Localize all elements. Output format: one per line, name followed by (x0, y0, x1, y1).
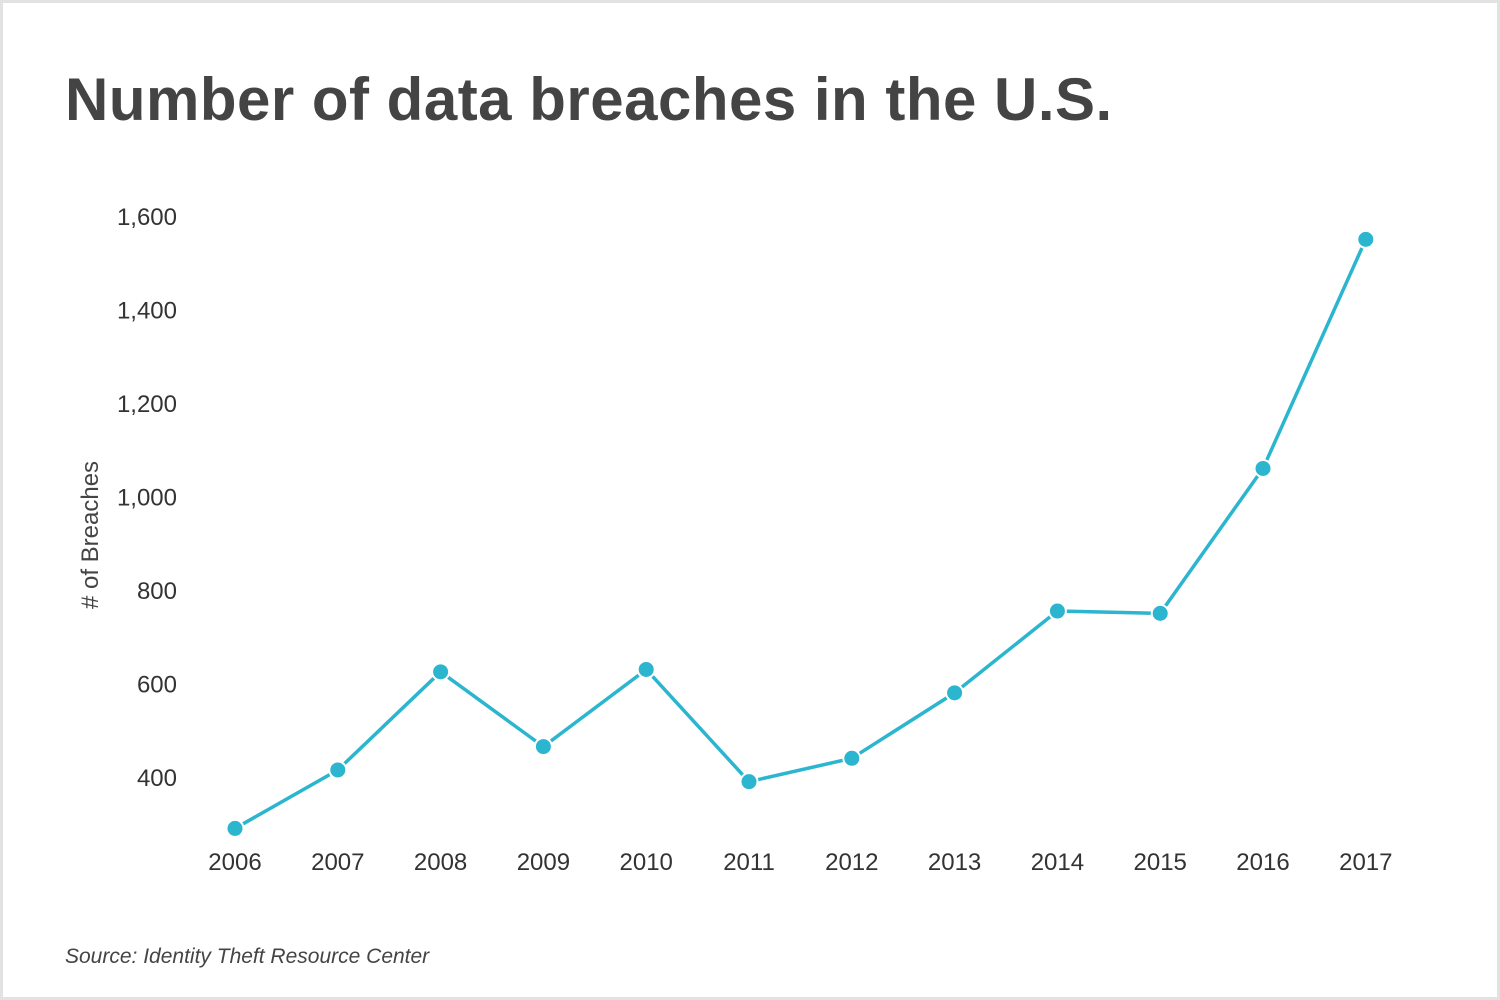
data-point (1150, 603, 1170, 623)
data-point (431, 662, 451, 682)
x-tick-label: 2006 (208, 849, 261, 876)
data-point (1356, 229, 1376, 249)
chart-title: Number of data breaches in the U.S. (65, 66, 1113, 133)
x-tick-label: 2009 (517, 849, 570, 876)
x-tick-label: 2014 (1031, 849, 1084, 876)
y-tick-label: 1,600 (117, 204, 177, 231)
x-axis-ticks: 2006 2007 2008 2009 2010 2011 2012 2013 2014 2015… (208, 849, 1392, 876)
data-point (945, 683, 965, 703)
x-tick-label: 2011 (723, 849, 775, 876)
y-tick-label: 400 (137, 765, 177, 792)
y-axis-ticks: 400 600 800 1,000 1,200 1,400 1,600 (117, 204, 177, 792)
data-point (842, 748, 862, 768)
data-point (1047, 601, 1067, 621)
x-tick-label: 2016 (1236, 849, 1289, 876)
y-tick-label: 800 (137, 578, 177, 605)
x-tick-label: 2007 (311, 849, 364, 876)
data-point (328, 760, 348, 780)
data-point (1253, 458, 1273, 478)
y-tick-label: 1,400 (117, 298, 177, 325)
y-tick-label: 1,200 (117, 391, 177, 418)
series-line (234, 238, 1368, 830)
data-point (636, 659, 656, 679)
y-tick-label: 1,000 (117, 485, 177, 512)
x-tick-label: 2013 (928, 849, 981, 876)
x-tick-label: 2008 (414, 849, 467, 876)
x-tick-label: 2017 (1339, 849, 1392, 876)
data-point (739, 772, 759, 792)
x-tick-label: 2015 (1134, 849, 1187, 876)
source-note: Source: Identity Theft Resource Center (65, 945, 430, 968)
y-tick-label: 600 (137, 672, 177, 699)
x-tick-label: 2010 (620, 849, 673, 876)
x-tick-label: 2012 (825, 849, 878, 876)
series-group (225, 229, 1376, 838)
data-point (225, 818, 245, 838)
data-point (533, 737, 553, 757)
y-axis-label: # of Breaches (77, 461, 104, 609)
